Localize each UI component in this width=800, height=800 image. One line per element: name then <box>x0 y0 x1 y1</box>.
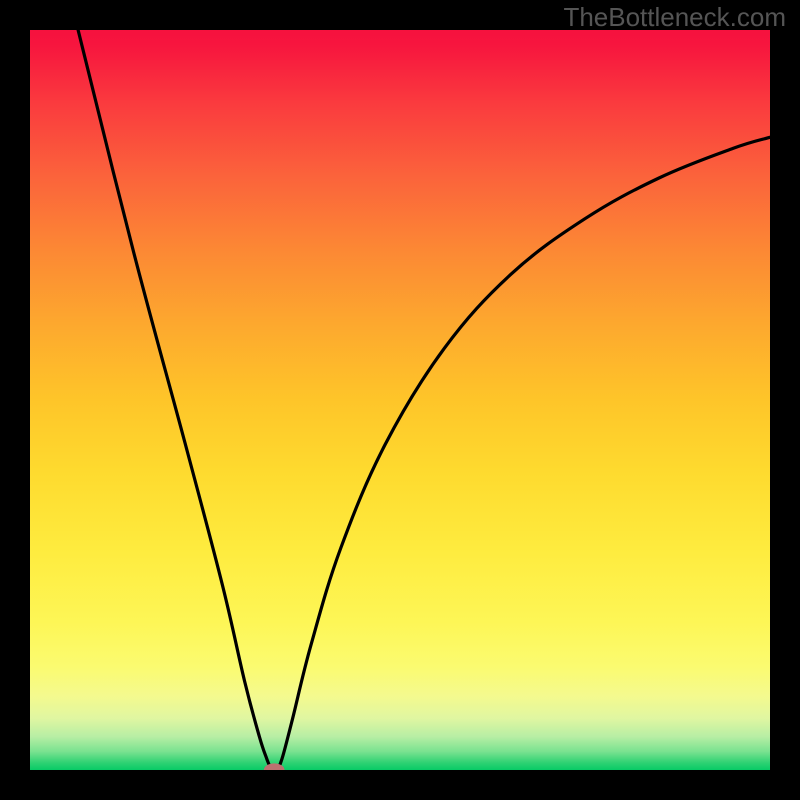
plot-background <box>30 30 770 770</box>
bottleneck-chart: TheBottleneck.com <box>0 0 800 800</box>
watermark-text: TheBottleneck.com <box>563 2 786 32</box>
